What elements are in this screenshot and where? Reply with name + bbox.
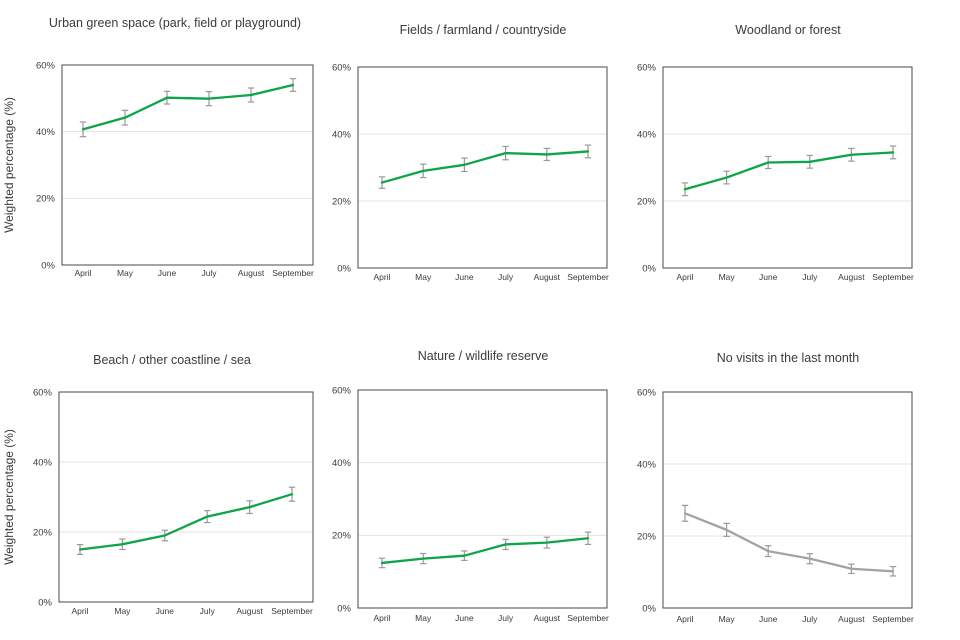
series-line <box>78 493 294 551</box>
x-tick-label: June <box>156 606 175 616</box>
chart-panel-5: 0% 20% 40% 60% April May June July August Septemb… <box>332 349 609 623</box>
x-tick-label: June <box>158 268 177 278</box>
chart-panel-4: 0% 20% 40% 60% April May June July August Septemb… <box>2 353 314 616</box>
y-tick-label: 0% <box>38 597 52 608</box>
x-tick-label: June <box>455 613 474 623</box>
chart-title: Beach / other coastline / sea <box>93 353 251 367</box>
x-tick-label: April <box>373 272 390 282</box>
chart-title: Woodland or forest <box>735 23 841 37</box>
x-tick-label: August <box>236 606 263 616</box>
y-tick-label: 0% <box>41 260 55 271</box>
series-line <box>380 537 590 565</box>
chart-title: Fields / farmland / countryside <box>400 23 567 37</box>
series-line <box>81 83 295 131</box>
y-tick-label: 60% <box>332 385 352 396</box>
x-tick-label: September <box>567 613 609 623</box>
x-tick-label: April <box>373 613 390 623</box>
y-tick-label: 20% <box>33 527 53 538</box>
x-tick-label: July <box>200 606 216 616</box>
y-tick-label: 40% <box>332 129 352 140</box>
y-tick-label: 60% <box>637 62 657 73</box>
y-tick-label: 20% <box>637 196 657 207</box>
chart-panel-1: 0% 20% 40% 60% April May June July August Septemb… <box>2 16 314 278</box>
x-tick-label: September <box>272 268 314 278</box>
x-tick-label: July <box>802 614 818 624</box>
x-tick-label: July <box>802 272 818 282</box>
x-tick-label: September <box>271 606 313 616</box>
y-tick-label: 0% <box>337 603 351 614</box>
y-tick-label: 20% <box>637 531 657 542</box>
y-tick-label: 20% <box>332 531 352 542</box>
plot-frame <box>662 66 913 269</box>
x-tick-label: May <box>415 272 432 282</box>
x-tick-label: September <box>872 272 914 282</box>
y-tick-label: 60% <box>36 60 56 71</box>
y-axis-label: Weighted percentage (%) <box>2 97 16 233</box>
x-tick-label: August <box>238 268 265 278</box>
x-tick-label: May <box>117 268 134 278</box>
x-tick-label: June <box>759 614 778 624</box>
x-tick-label: May <box>114 606 131 616</box>
y-tick-label: 40% <box>332 458 352 469</box>
x-tick-label: July <box>498 272 514 282</box>
y-tick-label: 0% <box>642 603 656 614</box>
y-tick-label: 20% <box>332 196 352 207</box>
x-tick-label: May <box>415 613 432 623</box>
chart-title: Nature / wildlife reserve <box>418 349 549 363</box>
x-tick-label: May <box>719 272 736 282</box>
plot-frame <box>58 391 314 603</box>
y-tick-label: 40% <box>637 129 657 140</box>
plot-frame <box>357 66 608 269</box>
y-tick-label: 20% <box>36 194 56 205</box>
series-line <box>683 512 895 573</box>
plot-frame <box>61 64 314 266</box>
series-line <box>380 150 590 184</box>
plot-frame <box>662 391 913 609</box>
y-tick-label: 60% <box>332 62 352 73</box>
y-tick-label: 60% <box>33 387 53 398</box>
x-tick-label: September <box>567 272 609 282</box>
y-axis-label: Weighted percentage (%) <box>2 429 16 565</box>
x-tick-label: August <box>534 613 561 623</box>
x-tick-label: September <box>872 614 914 624</box>
y-tick-label: 0% <box>337 263 351 274</box>
y-tick-label: 40% <box>36 127 56 138</box>
x-tick-label: August <box>838 614 865 624</box>
x-tick-label: April <box>74 268 91 278</box>
x-tick-label: April <box>676 614 693 624</box>
plot-frame <box>357 389 608 609</box>
x-tick-label: April <box>71 606 88 616</box>
chart-panel-3: 0% 20% 40% 60% April May June July August Septemb… <box>637 23 914 282</box>
chart-title: No visits in the last month <box>717 351 859 365</box>
chart-title: Urban green space (park, field or playgr… <box>49 16 301 30</box>
x-tick-label: August <box>838 272 865 282</box>
x-tick-label: July <box>498 613 514 623</box>
x-tick-label: May <box>719 614 736 624</box>
chart-panel-2: 0% 20% 40% 60% April May June July August Septemb… <box>332 23 609 282</box>
x-tick-label: June <box>759 272 778 282</box>
x-tick-label: April <box>676 272 693 282</box>
x-tick-label: August <box>534 272 561 282</box>
y-tick-label: 60% <box>637 387 657 398</box>
chart-panel-6: 0% 20% 40% 60% April May June July August Septemb… <box>637 351 914 624</box>
y-tick-label: 40% <box>33 457 53 468</box>
x-tick-label: July <box>201 268 217 278</box>
x-tick-label: June <box>455 272 474 282</box>
series-line <box>683 151 895 191</box>
y-tick-label: 0% <box>642 263 656 274</box>
y-tick-label: 40% <box>637 459 657 470</box>
